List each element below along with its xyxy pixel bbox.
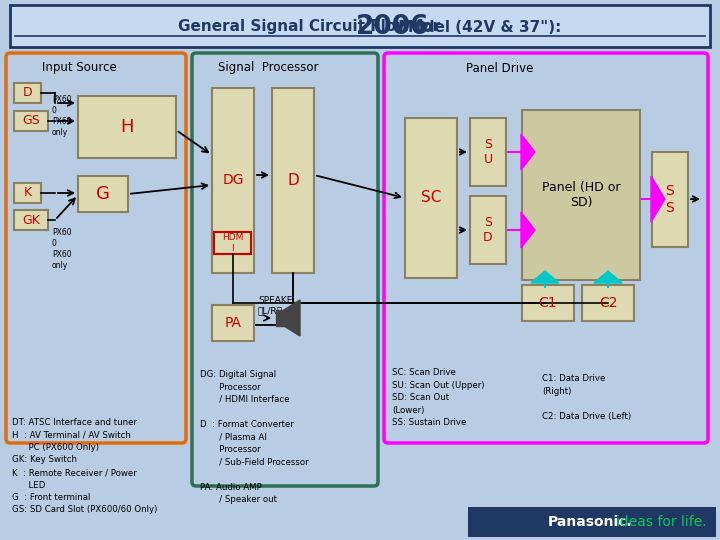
Bar [470, 118, 506, 186]
Text: Signal  Processor: Signal Processor [218, 62, 318, 75]
Bar [212, 305, 254, 341]
Text: ideas for life.: ideas for life. [616, 515, 706, 529]
Bar [78, 96, 176, 158]
Text: DG: Digital Signal
       Processor
       / HDMI Interface

D  : Format Convert: DG: Digital Signal Processor / HDMI Inte… [200, 370, 309, 504]
Text: SPEAKE
（L/R）: SPEAKE （L/R） [258, 296, 292, 315]
Polygon shape [284, 300, 300, 336]
Bar [14, 210, 48, 230]
Text: Panel (HD or
SD): Panel (HD or SD) [541, 181, 620, 209]
Bar [405, 118, 457, 278]
Text: D: D [287, 173, 299, 188]
FancyArrow shape [641, 176, 665, 222]
Text: C1: C1 [539, 296, 557, 310]
Text: H: H [120, 118, 134, 136]
Text: S
D: S D [483, 216, 492, 244]
Text: HDM
I: HDM I [222, 233, 243, 253]
FancyBboxPatch shape [10, 5, 710, 47]
Text: 2006: 2006 [356, 14, 430, 40]
Bar [212, 88, 254, 273]
Text: C1: Data Drive
(Right)

C2: Data Drive (Left): C1: Data Drive (Right) C2: Data Drive (L… [542, 374, 631, 421]
Text: Panel Drive: Panel Drive [466, 62, 534, 75]
Text: K: K [24, 186, 32, 199]
Text: S
U: S U [483, 138, 492, 166]
Text: General Signal Circuit Flow for: General Signal Circuit Flow for [178, 19, 445, 35]
FancyArrow shape [531, 271, 559, 288]
Text: S
S: S S [665, 184, 675, 214]
Bar [78, 176, 128, 212]
Bar [522, 110, 640, 280]
Bar [582, 285, 634, 321]
Bar [214, 232, 251, 254]
Text: DT: ATSC Interface and tuner
H  : AV Terminal / AV Switch
      PC (PX600 Only)
: DT: ATSC Interface and tuner H : AV Term… [12, 418, 158, 515]
Bar [14, 83, 41, 103]
Text: G: G [96, 185, 110, 203]
FancyArrow shape [594, 271, 622, 288]
Bar [652, 152, 688, 247]
Text: GS: GS [22, 114, 40, 127]
Text: SC: SC [420, 191, 441, 206]
Text: Model (42V & 37"):: Model (42V & 37"): [393, 19, 562, 35]
Bar [276, 310, 284, 326]
Bar [522, 285, 574, 321]
Text: GK: GK [22, 213, 40, 226]
Text: PX60
0
PX60
only: PX60 0 PX60 only [52, 95, 71, 137]
Text: PA: PA [225, 316, 241, 330]
Bar [272, 88, 314, 273]
Text: DG: DG [222, 173, 244, 187]
Bar [14, 111, 48, 131]
Text: D: D [23, 86, 32, 99]
FancyArrow shape [507, 134, 535, 170]
Text: SC: Scan Drive
SU: Scan Out (Upper)
SD: Scan Out
(Lower)
SS: Sustain Drive: SC: Scan Drive SU: Scan Out (Upper) SD: … [392, 368, 485, 427]
Bar [14, 183, 41, 203]
Text: PX60
0
PX60
only: PX60 0 PX60 only [52, 228, 71, 271]
Bar [468, 507, 716, 537]
Text: C2: C2 [599, 296, 617, 310]
FancyArrow shape [507, 212, 535, 248]
Bar [470, 196, 506, 264]
Text: Panasonic.: Panasonic. [548, 515, 633, 529]
Text: Input Source: Input Source [42, 62, 117, 75]
